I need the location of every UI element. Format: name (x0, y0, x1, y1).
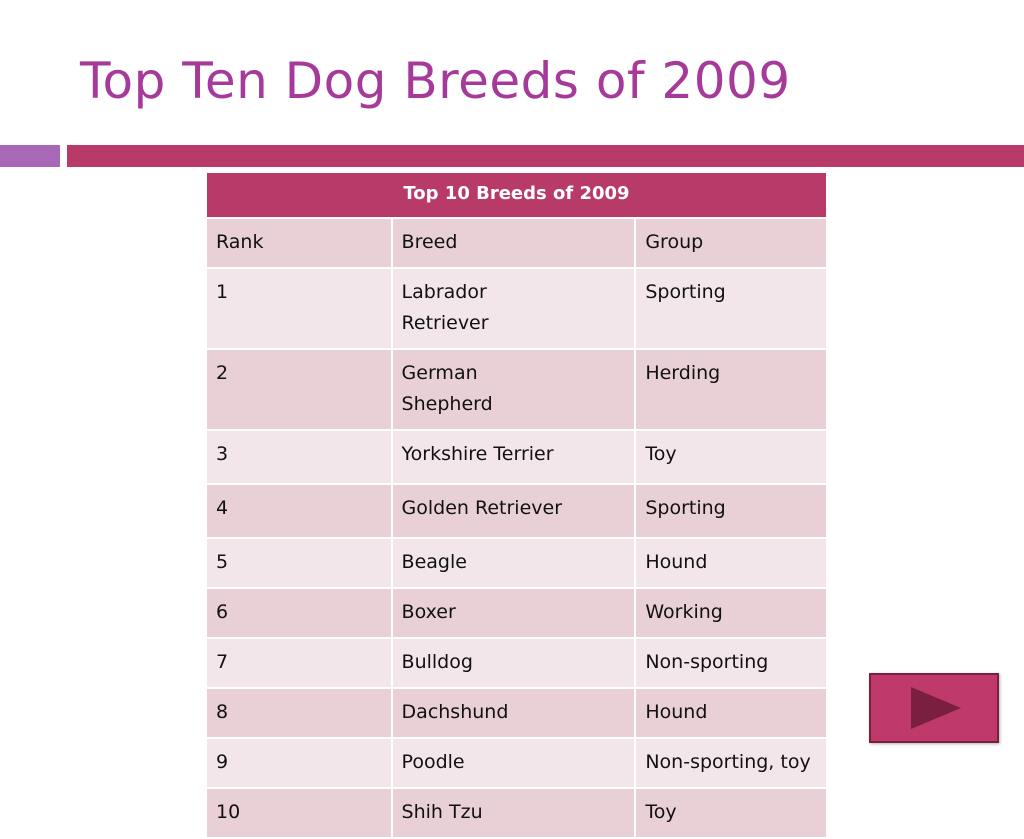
column-header-group: Group (634, 217, 828, 269)
rank-cell: 7 (205, 637, 393, 689)
breed-cell: Dachshund (390, 687, 637, 739)
breed-cell: Labrador Retriever (390, 267, 637, 350)
column-header-rank: Rank (205, 217, 393, 269)
group-cell: Sporting (634, 267, 828, 350)
table-row: 2 German Shepherd Herding (205, 348, 828, 431)
group-cell: Non-sporting, toy (634, 737, 828, 789)
breed-cell: Beagle (390, 537, 637, 589)
table-row: 8 Dachshund Hound (205, 687, 828, 739)
rank-cell: 2 (205, 348, 393, 431)
table-header-row: Rank Breed Group (205, 217, 828, 269)
breed-cell: Poodle (390, 737, 637, 789)
group-cell: Hound (634, 687, 828, 739)
group-cell: Herding (634, 348, 828, 431)
table-row: 4 Golden Retriever Sporting (205, 483, 828, 539)
accent-bar-right (67, 145, 1024, 167)
accent-bar-left (0, 145, 60, 167)
group-cell: Working (634, 587, 828, 639)
next-slide-button[interactable] (869, 673, 999, 743)
rank-cell: 4 (205, 483, 393, 539)
group-cell: Sporting (634, 483, 828, 539)
rank-cell: 10 (205, 787, 393, 839)
breed-cell: Golden Retriever (390, 483, 637, 539)
breeds-table: Top 10 Breeds of 2009 Rank Breed Group 1… (205, 171, 828, 839)
group-cell: Non-sporting (634, 637, 828, 689)
column-header-breed: Breed (390, 217, 637, 269)
group-cell: Hound (634, 537, 828, 589)
group-cell: Toy (634, 787, 828, 839)
rank-cell: 5 (205, 537, 393, 589)
rank-cell: 8 (205, 687, 393, 739)
table-row: 6 Boxer Working (205, 587, 828, 639)
breed-cell: German Shepherd (390, 348, 637, 431)
play-arrow-icon (911, 687, 961, 729)
rank-cell: 1 (205, 267, 393, 350)
slide-title: Top Ten Dog Breeds of 2009 (80, 52, 791, 110)
rank-cell: 9 (205, 737, 393, 789)
table-row: 7 Bulldog Non-sporting (205, 637, 828, 689)
table-row: 3 Yorkshire Terrier Toy (205, 429, 828, 485)
table-caption: Top 10 Breeds of 2009 (205, 171, 828, 219)
table-row: 10 Shih Tzu Toy (205, 787, 828, 839)
table-row: 9 Poodle Non-sporting, toy (205, 737, 828, 789)
breed-cell: Shih Tzu (390, 787, 637, 839)
table-row: 1 Labrador Retriever Sporting (205, 267, 828, 350)
breed-cell: Boxer (390, 587, 637, 639)
breed-cell: Yorkshire Terrier (390, 429, 637, 485)
group-cell: Toy (634, 429, 828, 485)
breed-cell: Bulldog (390, 637, 637, 689)
rank-cell: 3 (205, 429, 393, 485)
rank-cell: 6 (205, 587, 393, 639)
table-row: 5 Beagle Hound (205, 537, 828, 589)
